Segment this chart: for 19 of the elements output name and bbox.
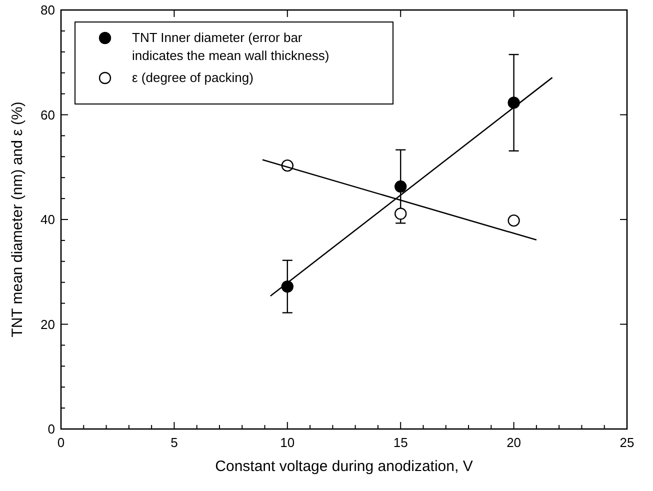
x-tick-label: 0 bbox=[57, 435, 65, 450]
x-tick-label: 20 bbox=[506, 435, 522, 450]
y-tick-label: 0 bbox=[48, 422, 55, 436]
y-axis-title: TNT mean diameter (nm) and ε (%) bbox=[9, 102, 26, 338]
y-tick-label: 40 bbox=[40, 212, 55, 227]
x-axis-title: Constant voltage during anodization, V bbox=[215, 458, 473, 475]
y-tick-label: 60 bbox=[40, 107, 55, 122]
x-tick-label: 15 bbox=[393, 435, 408, 450]
x-tick-label: 10 bbox=[280, 435, 295, 450]
y-tick-label: 20 bbox=[40, 316, 55, 332]
y-tick-label: 80 bbox=[40, 2, 55, 18]
x-tick-label: 25 bbox=[620, 435, 634, 450]
legend-label: ε (degree of packing) bbox=[132, 70, 254, 85]
point bbox=[394, 180, 407, 193]
point bbox=[508, 214, 520, 227]
point bbox=[508, 96, 520, 109]
legend-label: TNT Inner diameter (error bar indicates the mean wall thickness) bbox=[132, 30, 330, 63]
point bbox=[394, 208, 407, 220]
x-tick-label: 5 bbox=[170, 435, 178, 450]
